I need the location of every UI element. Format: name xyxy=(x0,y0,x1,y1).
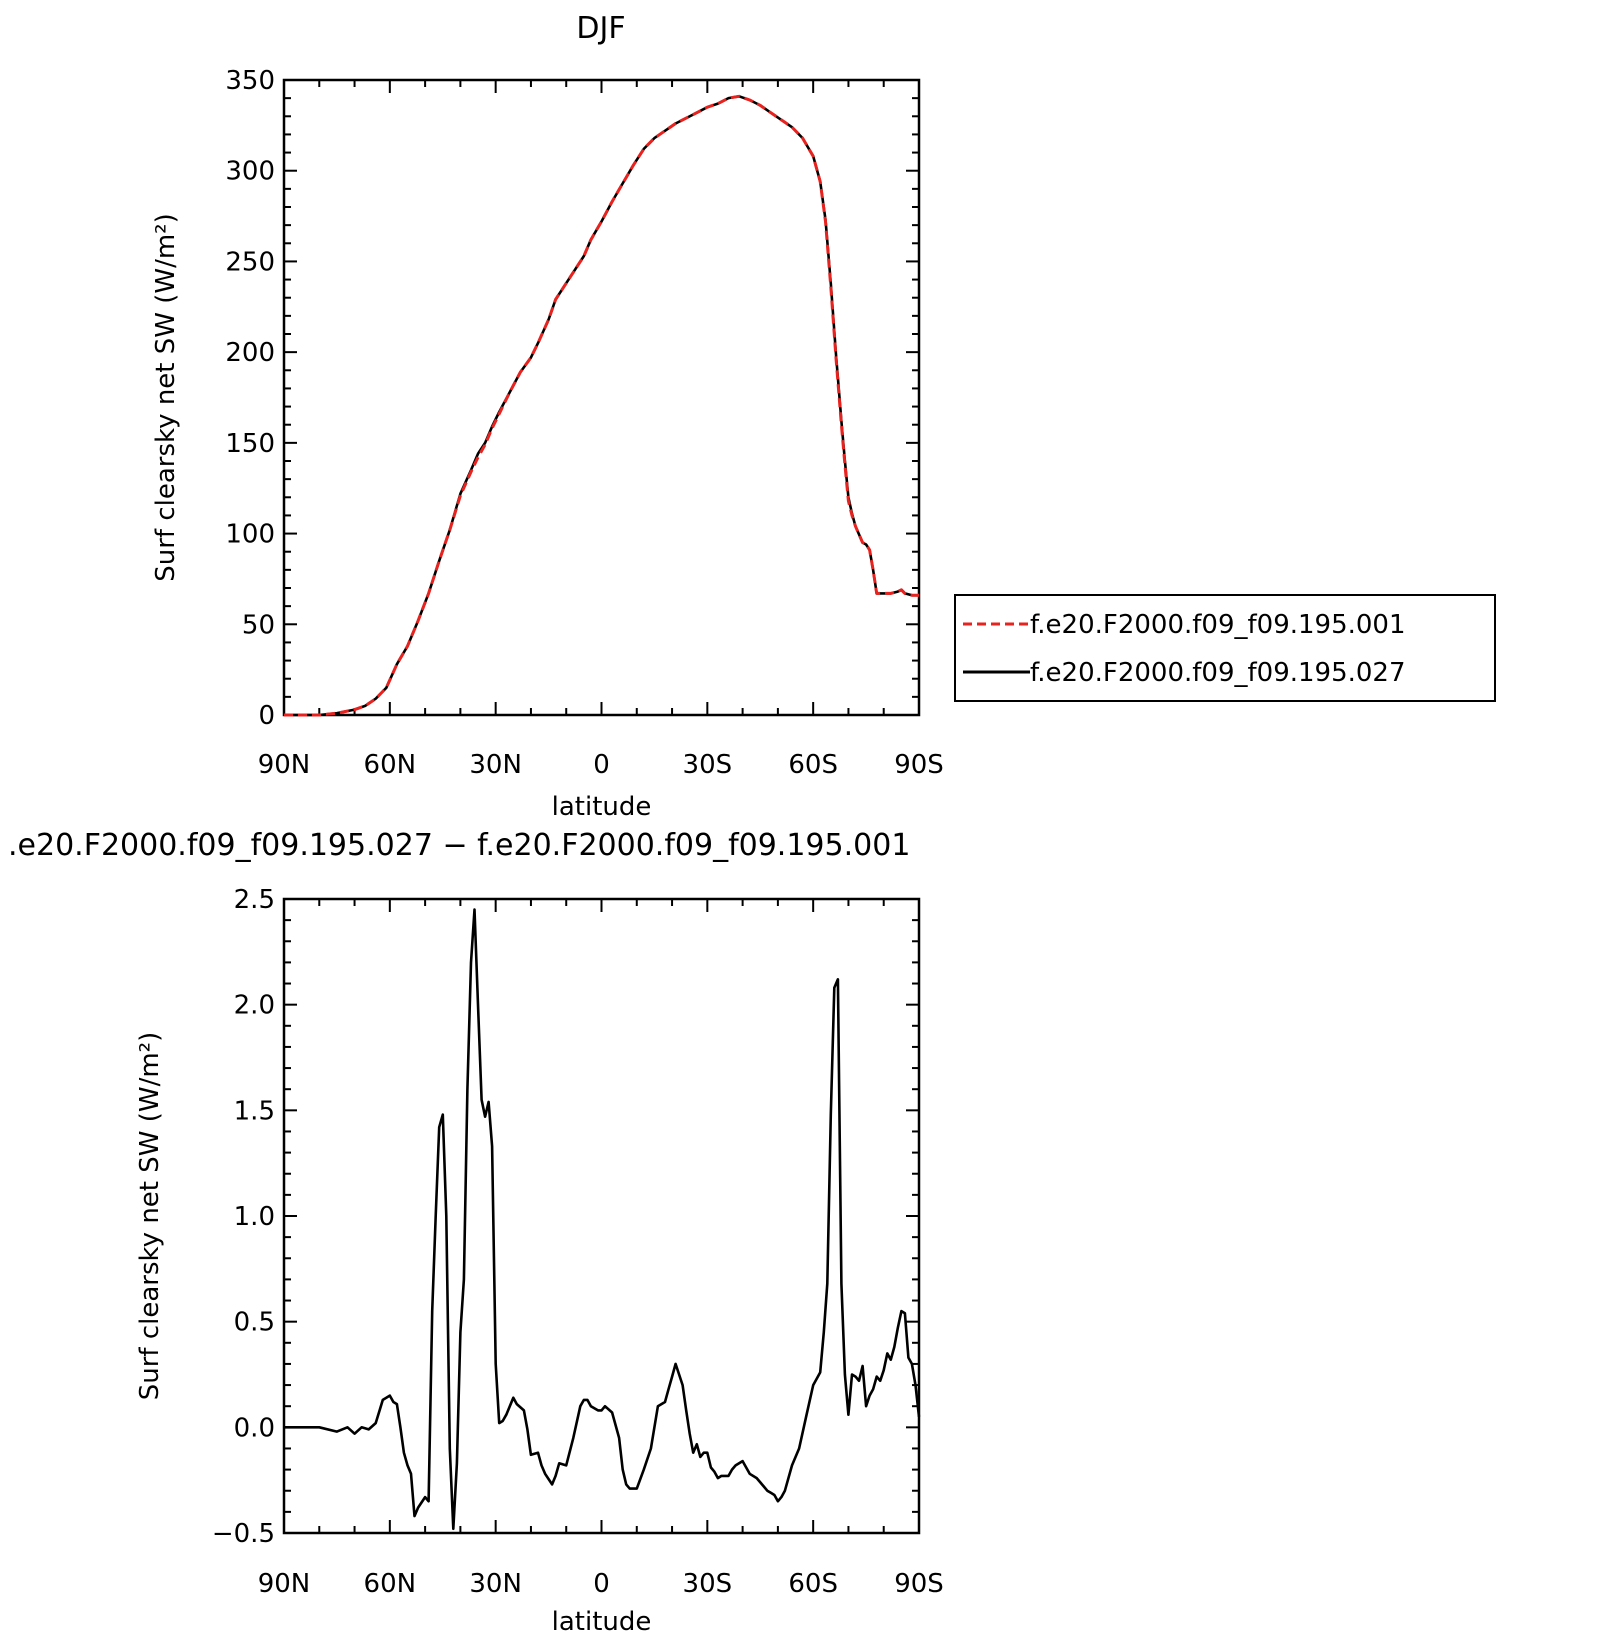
panel-top: DJF 90N 60N 30N 0 30S 60S 90S 0 50 100 150 200 250 300… xyxy=(151,11,1496,822)
chart-title: .e20.F2000.f09_f09.195.027 − f.e20.F2000… xyxy=(8,828,910,863)
x-tick-label: 90N xyxy=(258,750,311,780)
x-tick-label: 60N xyxy=(364,750,417,780)
y-tick-label: 0.0 xyxy=(234,1413,275,1443)
y-tick-label: 2.5 xyxy=(234,885,275,915)
x-tick-label: 30S xyxy=(683,750,733,780)
plot-frame xyxy=(282,897,921,1535)
series-line-1 xyxy=(284,95,919,717)
y-tick-label: 150 xyxy=(225,429,275,459)
x-tick-label: 60N xyxy=(364,1569,417,1599)
x-axis-label: latitude xyxy=(552,792,652,822)
y-tick-label: 1.0 xyxy=(234,1202,275,1232)
x-tick-label: 30S xyxy=(683,1569,733,1599)
y-tick-label: 200 xyxy=(225,338,275,368)
x-axis-label: latitude xyxy=(552,1607,652,1635)
legend-label: f.e20.F2000.f09_f09.195.027 xyxy=(1030,658,1406,688)
x-tick-label: 30N xyxy=(469,750,522,780)
x-tick-label: 90S xyxy=(894,750,944,780)
y-tick-label: 250 xyxy=(225,247,275,277)
y-tick-label: 300 xyxy=(225,157,275,187)
y-tick-label: 100 xyxy=(225,520,275,550)
y-tick-label: −0.5 xyxy=(212,1519,275,1549)
x-tick-label: 0 xyxy=(593,750,610,780)
legend-box xyxy=(954,594,1496,702)
y-tick-label: 1.5 xyxy=(234,1096,275,1126)
series-line-0 xyxy=(284,908,921,1531)
x-tick-label: 90N xyxy=(258,1569,311,1599)
y-tick-label: 0 xyxy=(258,701,275,731)
y-tick-label: 2.0 xyxy=(234,991,275,1021)
x-tick-label: 0 xyxy=(593,1569,610,1599)
y-tick-label: 350 xyxy=(225,66,275,96)
x-tick-label: 60S xyxy=(788,750,838,780)
x-tick-label: 60S xyxy=(788,1569,838,1599)
series-line-0 xyxy=(284,94,919,717)
plot-frame xyxy=(282,78,921,717)
y-tick-label: 50 xyxy=(242,610,275,640)
panel-bottom: .e20.F2000.f09_f09.195.027 − f.e20.F2000… xyxy=(8,828,944,1635)
x-tick-label: 90S xyxy=(894,1569,944,1599)
x-tick-label: 30N xyxy=(469,1569,522,1599)
y-axis-label: Surf clearsky net SW (W/m²) xyxy=(135,1032,165,1400)
legend-label: f.e20.F2000.f09_f09.195.001 xyxy=(1030,610,1406,640)
y-axis-label: Surf clearsky net SW (W/m²) xyxy=(151,213,181,581)
y-tick-label: 0.5 xyxy=(234,1308,275,1338)
chart-title: DJF xyxy=(576,11,625,46)
